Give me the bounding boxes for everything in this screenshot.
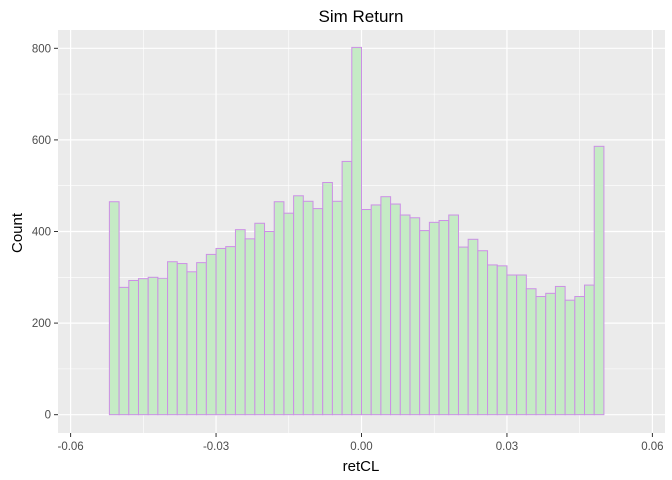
histogram-bar — [584, 284, 595, 416]
x-axis-title: retCL — [343, 458, 380, 475]
histogram-bar — [361, 209, 372, 416]
y-axis-ticks: 0 200 400 600 800 — [32, 43, 58, 422]
histogram-bar — [477, 250, 489, 416]
histogram-bar — [302, 200, 314, 416]
histogram-bar — [448, 214, 459, 416]
histogram-bar — [506, 274, 518, 416]
y-tick-label: 600 — [32, 135, 51, 147]
histogram-bar — [196, 262, 207, 416]
histogram-bar — [419, 230, 430, 416]
histogram-bar — [225, 246, 236, 416]
histogram-bar — [496, 265, 508, 416]
x-tick-label: 0.06 — [641, 441, 663, 453]
histogram-bar — [487, 264, 498, 416]
histogram-bar — [516, 274, 527, 416]
histogram-bar — [244, 238, 256, 416]
histogram-bar — [428, 221, 440, 416]
histogram-bar — [147, 276, 159, 416]
histogram-bar — [254, 222, 266, 416]
histogram-bar — [545, 292, 556, 416]
histogram-bar — [380, 196, 392, 416]
histogram-bar — [390, 203, 401, 416]
histogram-bar — [535, 296, 547, 416]
histogram-bar — [157, 277, 169, 416]
histogram-bar — [564, 299, 576, 416]
x-tick-label: -0.03 — [203, 441, 229, 453]
histogram-bar — [331, 200, 343, 416]
histogram-bar — [370, 204, 382, 416]
histogram-bar — [312, 208, 324, 416]
y-tick-label: 200 — [32, 318, 51, 330]
histogram-bar — [574, 296, 586, 416]
x-tick-label: 0.03 — [496, 441, 518, 453]
histogram-bar — [593, 145, 605, 416]
histogram-bar — [322, 181, 333, 416]
histogram-bar — [409, 217, 421, 416]
y-tick-label: 800 — [32, 43, 51, 55]
histogram-bar — [108, 201, 120, 416]
histogram-bar — [264, 231, 275, 416]
histogram-bar — [554, 285, 566, 416]
x-tick-label: 0.00 — [350, 441, 372, 453]
histogram-bar — [186, 271, 198, 416]
histogram-bar — [137, 278, 149, 416]
histogram-bar — [293, 195, 304, 416]
histogram-bar — [234, 229, 246, 416]
histogram-bar — [205, 253, 217, 416]
y-axis-title: Count — [9, 212, 26, 253]
x-axis-ticks: -0.06 -0.03 0.00 0.03 0.06 — [57, 433, 664, 453]
histogram-bar — [399, 214, 411, 416]
x-tick-label: -0.06 — [57, 441, 83, 453]
histogram-bar — [283, 212, 295, 416]
histogram-bar — [215, 247, 227, 416]
histogram-bar — [128, 280, 139, 416]
histogram-bar — [525, 288, 537, 416]
histogram-bar — [467, 238, 479, 416]
histogram-bar — [167, 261, 178, 416]
histogram-bar — [351, 46, 363, 416]
histogram-bar — [438, 220, 450, 416]
y-tick-label: 0 — [45, 410, 51, 422]
histogram-bar — [341, 160, 353, 416]
histogram-bar — [273, 201, 285, 416]
chart-title: Sim Return — [318, 7, 403, 26]
histogram-bars — [108, 46, 605, 416]
histogram-bar — [118, 286, 130, 416]
histogram-bar — [176, 263, 188, 416]
histogram-bar — [457, 246, 469, 416]
y-tick-label: 400 — [32, 227, 51, 239]
